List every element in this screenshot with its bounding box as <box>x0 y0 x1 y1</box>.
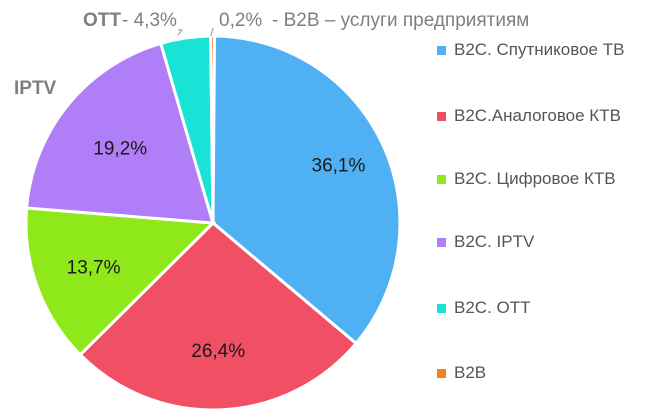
pie-slice-iptv <box>24 41 216 225</box>
legend-label-sputnik: B2C. Спутниковое ТВ <box>454 40 625 59</box>
ott-connector <box>177 29 184 36</box>
legend-swatch-ott <box>437 303 446 313</box>
legend-label-ott: B2C. OTT <box>454 298 531 317</box>
legend-swatch-iptv <box>437 237 446 247</box>
legend-swatch-b2b <box>437 368 446 378</box>
legend-swatch-analog-ktv <box>437 111 446 121</box>
ott-annotation-value: - 4,3% <box>122 10 177 31</box>
b2b-connector <box>210 27 214 37</box>
legend-label-b2b: B2B <box>454 363 487 382</box>
legend-item-digital-ktv: B2C. Цифровое КТВ <box>437 169 616 189</box>
legend-item-sputnik: B2C. Спутниковое ТВ <box>437 40 624 60</box>
ott-annotation-name: OTT <box>83 10 121 31</box>
label-connectors <box>177 27 214 37</box>
slice-label-iptv: 19,2% <box>93 138 147 159</box>
legend-label-analog-ktv: B2C.Аналоговое КТВ <box>454 106 621 125</box>
pie-slice-digital-ktv <box>24 206 217 357</box>
legend-label-digital-ktv: B2C. Цифровое КТВ <box>454 169 616 188</box>
chart-legend: B2C. Спутниковое ТВ B2C.Аналоговое КТВ B2C… <box>437 0 667 412</box>
legend-item-ott: B2C. OTT <box>437 298 531 318</box>
legend-item-b2b: B2B <box>437 363 486 383</box>
slice-label-sputnik: 36,1% <box>312 156 366 177</box>
legend-item-analog-ktv: B2C.Аналоговое КТВ <box>437 106 621 126</box>
legend-swatch-sputnik <box>437 45 446 55</box>
slice-label-digital-ktv: 13,7% <box>67 258 121 279</box>
iptv-annotation: IPTV <box>14 78 57 99</box>
pie-slice-b2b <box>209 34 217 224</box>
pie-slices: 36,1% 26,4% 13,7% 19,2% <box>24 34 402 412</box>
slice-label-analog-ktv: 26,4% <box>191 341 245 362</box>
legend-label-iptv: B2C. IPTV <box>454 232 535 251</box>
b2b-annotation-text: - B2B – услуги предприятиям <box>272 10 529 31</box>
pie-slice-analog-ktv <box>78 220 359 412</box>
b2b-annotation-value: 0,2% <box>219 10 262 31</box>
pie-slice-sputnik <box>211 34 402 346</box>
legend-swatch-digital-ktv <box>437 174 446 184</box>
legend-item-iptv: B2C. IPTV <box>437 232 534 252</box>
